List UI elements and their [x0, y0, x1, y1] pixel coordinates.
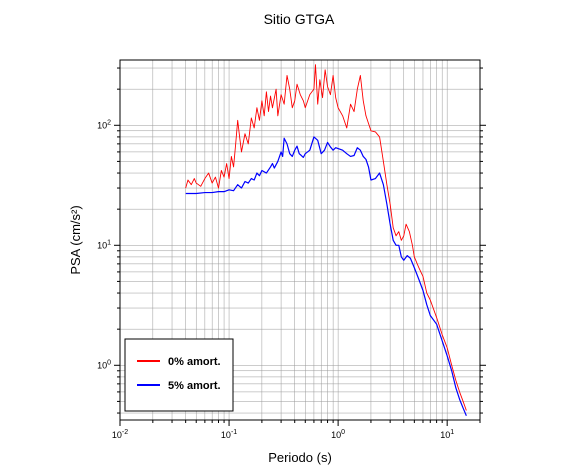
series-line-0	[185, 64, 467, 411]
plot-series	[185, 64, 467, 416]
chart-title: Sitio GTGA	[264, 11, 335, 27]
y-tick-label: 101	[97, 239, 111, 250]
series-line-1	[185, 136, 467, 416]
legend-label: 0% amort.	[168, 356, 221, 368]
x-tick-label: 10-1	[221, 429, 237, 440]
x-tick-label: 10-2	[112, 429, 128, 440]
x-tick-label: 100	[331, 429, 345, 440]
x-tick-label: 101	[440, 429, 454, 440]
plot-grid	[119, 60, 481, 420]
axis-tick-labels: 10-2 10-1 100 101 100 101 102	[97, 119, 454, 440]
legend-box	[124, 338, 234, 412]
x-axis-label: Periodo (s)	[268, 450, 332, 465]
axis-ticks	[114, 67, 486, 426]
legend-label: 5% amort.	[168, 380, 221, 392]
y-axis-label: PSA (cm/s²)	[68, 205, 83, 274]
y-tick-label: 100	[97, 359, 111, 370]
plot-frame	[119, 59, 481, 421]
y-tick-label: 102	[97, 119, 111, 130]
legend: 0% amort. 5% amort.	[124, 338, 234, 412]
